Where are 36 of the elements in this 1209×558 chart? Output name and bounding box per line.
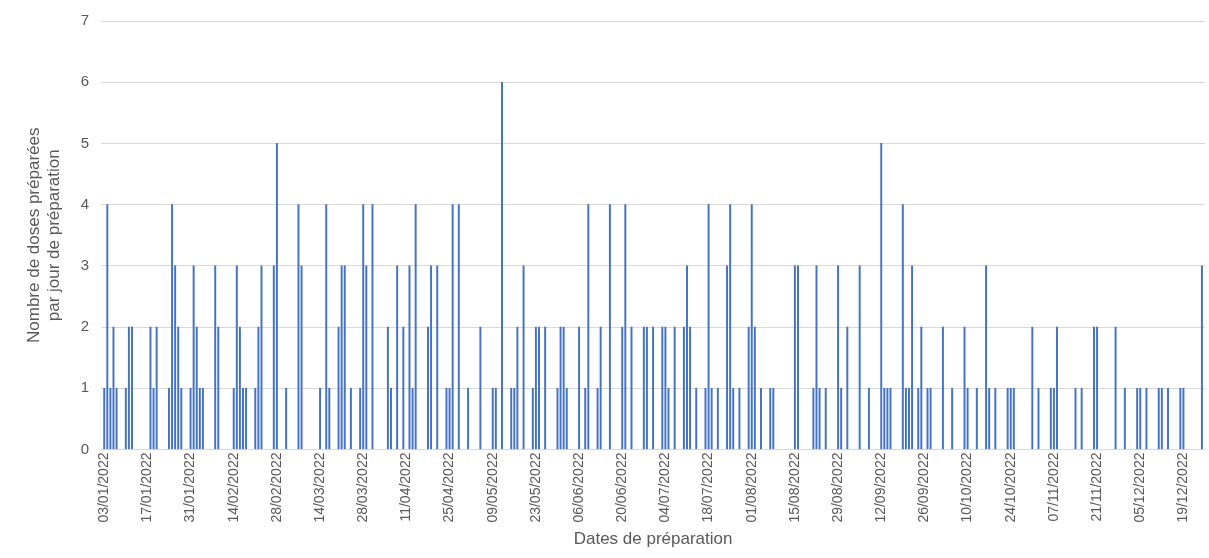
x-tick-label: 19/12/2022: [1174, 452, 1191, 523]
x-tick-label: 09/05/2022: [483, 452, 500, 523]
y-tick-label: 0: [80, 439, 90, 457]
y-tick-label: 4: [80, 194, 90, 212]
x-tick-label: 12/09/2022: [872, 452, 889, 523]
x-tick-label: 20/06/2022: [613, 452, 630, 523]
x-tick-label: 15/08/2022: [785, 452, 802, 523]
x-tick-label: 14/03/2022: [310, 452, 327, 523]
x-tick-label: 17/01/2022: [138, 452, 155, 523]
x-tick-label: 05/12/2022: [1131, 452, 1148, 523]
y-tick-label: 6: [80, 72, 90, 90]
x-tick-label: 03/01/2022: [95, 452, 112, 523]
y-tick-label: 3: [80, 256, 90, 274]
x-tick-label: 26/09/2022: [915, 452, 932, 523]
x-tick-label: 14/02/2022: [224, 452, 241, 523]
x-tick-label: 01/08/2022: [742, 452, 759, 523]
y-tick-label: 5: [80, 133, 90, 151]
x-tick-label: 07/11/2022: [1044, 452, 1061, 522]
x-axis-title: Dates de préparation: [573, 529, 733, 549]
x-tick-label: 28/03/2022: [354, 452, 371, 523]
y-tick-label: 1: [80, 378, 90, 396]
x-tick-label: 24/10/2022: [1001, 452, 1018, 523]
x-tick-label: 10/10/2022: [958, 452, 975, 523]
x-tick-label: 21/11/2022: [1087, 452, 1104, 522]
x-tick-label: 31/01/2022: [181, 452, 198, 523]
x-tick-label: 23/05/2022: [526, 452, 543, 523]
x-tick-label: 28/02/2022: [267, 452, 284, 523]
x-tick-label: 18/07/2022: [699, 452, 716, 523]
x-tick-label: 11/04/2022: [397, 452, 414, 522]
x-tick-label: 04/07/2022: [656, 452, 673, 523]
x-tick-label: 06/06/2022: [569, 452, 586, 523]
x-tick-label: 25/04/2022: [440, 452, 457, 523]
x-tick-label: 29/08/2022: [828, 452, 845, 523]
y-tick-label: 7: [80, 11, 90, 29]
y-axis-title: Nombre de doses préparées par jour de préparation: [23, 127, 64, 343]
y-tick-label: 2: [80, 317, 90, 335]
